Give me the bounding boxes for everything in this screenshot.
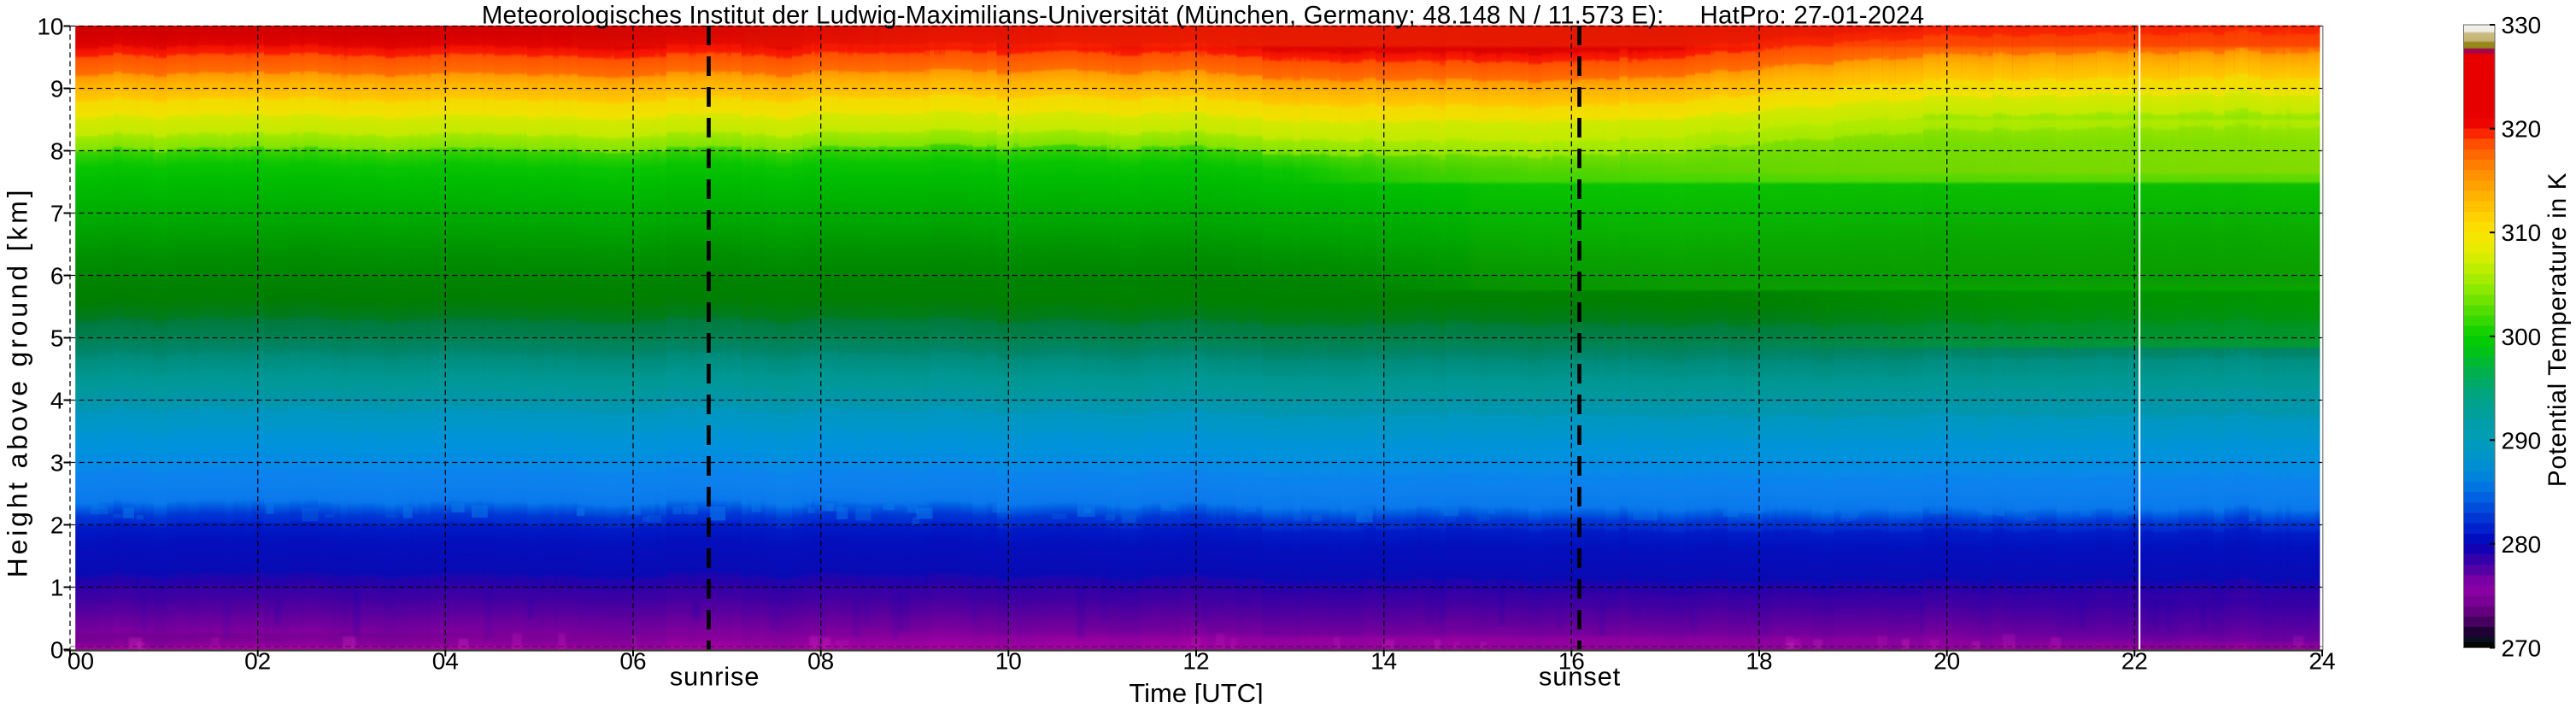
svg-text:06: 06 bbox=[619, 648, 646, 675]
svg-text:02: 02 bbox=[244, 648, 271, 675]
svg-text:16: 16 bbox=[1558, 648, 1585, 675]
svg-text:290: 290 bbox=[2502, 427, 2542, 453]
svg-text:12: 12 bbox=[1182, 648, 1209, 675]
svg-text:Time [UTC]: Time [UTC] bbox=[1129, 678, 1263, 704]
svg-text:0: 0 bbox=[50, 637, 64, 664]
svg-text:04: 04 bbox=[432, 648, 459, 675]
svg-text:08: 08 bbox=[807, 648, 834, 675]
svg-text:3: 3 bbox=[50, 450, 64, 477]
svg-text:320: 320 bbox=[2502, 116, 2542, 143]
svg-text:310: 310 bbox=[2502, 219, 2542, 246]
svg-text:10: 10 bbox=[37, 14, 63, 40]
svg-text:20: 20 bbox=[1933, 648, 1960, 675]
svg-text:14: 14 bbox=[1370, 648, 1397, 675]
svg-text:300: 300 bbox=[2502, 324, 2542, 350]
svg-text:5: 5 bbox=[50, 325, 64, 352]
svg-text:22: 22 bbox=[2121, 648, 2148, 675]
svg-text:4: 4 bbox=[50, 388, 64, 414]
svg-text:sunrise: sunrise bbox=[670, 662, 760, 692]
svg-text:270: 270 bbox=[2502, 635, 2542, 662]
svg-text:9: 9 bbox=[50, 76, 64, 102]
svg-text:18: 18 bbox=[1746, 648, 1772, 675]
svg-text:8: 8 bbox=[50, 138, 64, 165]
svg-text:Meteorologisches Institut der: Meteorologisches Institut der Ludwig-Max… bbox=[482, 2, 1925, 30]
svg-text:10: 10 bbox=[995, 648, 1022, 675]
svg-text:7: 7 bbox=[50, 201, 64, 227]
svg-text:sunset: sunset bbox=[1539, 662, 1621, 692]
svg-text:24: 24 bbox=[2309, 648, 2335, 675]
svg-text:6: 6 bbox=[50, 263, 64, 290]
svg-text:00: 00 bbox=[67, 648, 94, 675]
svg-text:1: 1 bbox=[50, 575, 64, 601]
svg-text:Potential Temperature in K: Potential Temperature in K bbox=[2544, 173, 2572, 488]
svg-text:330: 330 bbox=[2502, 12, 2542, 38]
svg-text:280: 280 bbox=[2502, 531, 2542, 558]
svg-text:2: 2 bbox=[50, 512, 64, 539]
svg-text:Height above ground [km]: Height above ground [km] bbox=[3, 187, 33, 578]
